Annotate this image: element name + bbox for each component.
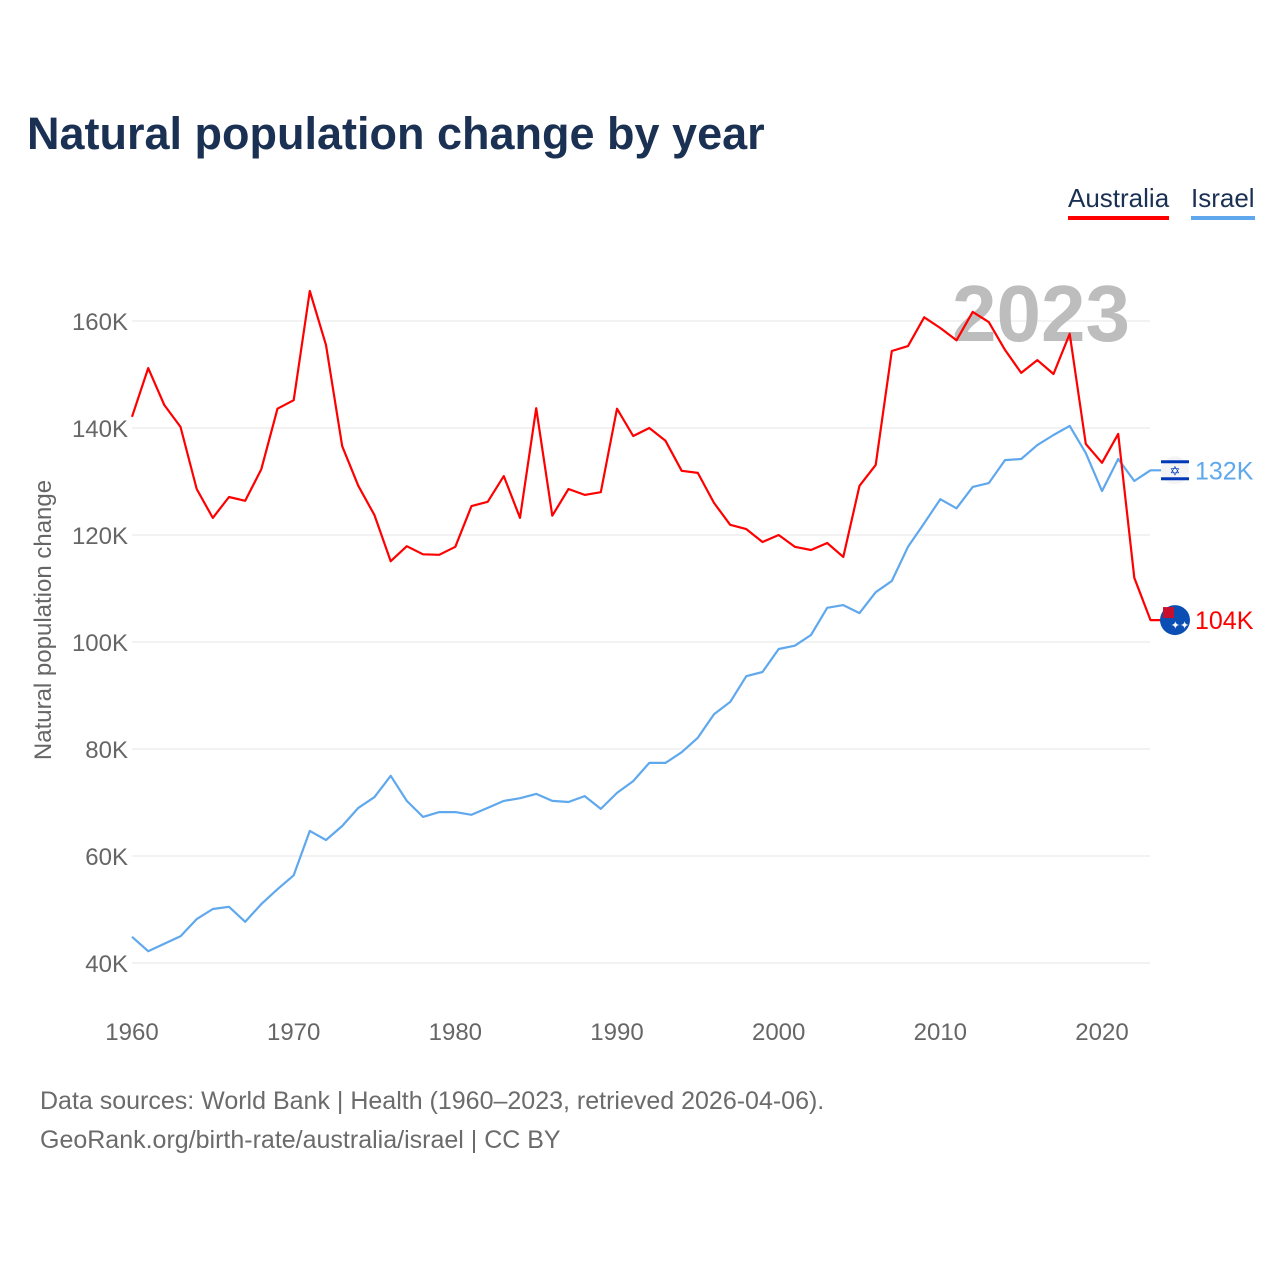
y-tick-label: 60K (85, 844, 128, 871)
x-tick-label: 2020 (1075, 1019, 1128, 1046)
series-line-australia (130, 289, 1163, 622)
x-tick-label: 1980 (429, 1019, 482, 1046)
y-tick-label: 120K (72, 523, 128, 550)
end-value-label-australia: 104K (1195, 607, 1254, 635)
footer-attribution: GeoRank.org/birth-rate/australia/israel … (40, 1126, 561, 1154)
legend-item-israel[interactable]: Israel (1191, 183, 1255, 220)
y-tick-label: 160K (72, 309, 128, 336)
chart-title: Natural population change by year (27, 108, 765, 159)
footer-sources: Data sources: World Bank | Health (1960–… (40, 1087, 825, 1115)
israel-flag-stripe (1161, 477, 1189, 481)
series-line-israel (131, 424, 1163, 953)
y-tick-label: 100K (72, 630, 128, 657)
x-tick-label: 2000 (752, 1019, 805, 1046)
y-axis-label: Natural population change (30, 480, 57, 760)
australia-flag-union (1163, 607, 1174, 619)
end-value-label-israel: 132K (1195, 457, 1254, 485)
y-tick-label: 80K (85, 737, 128, 764)
x-tick-label: 1970 (267, 1019, 320, 1046)
x-tick-label: 1960 (105, 1019, 158, 1046)
x-tick-label: 2010 (914, 1019, 967, 1046)
australia-flag-stars: ✦✦ (1171, 620, 1189, 632)
y-tick-label: 40K (85, 951, 128, 978)
israel-flag-star: ✡ (1170, 463, 1181, 478)
israel-flag-stripe (1161, 460, 1189, 464)
y-tick-label: 140K (72, 416, 128, 443)
x-tick-label: 1990 (590, 1019, 643, 1046)
legend-item-australia[interactable]: Australia (1068, 183, 1170, 220)
year-watermark: 2023 (952, 269, 1130, 358)
